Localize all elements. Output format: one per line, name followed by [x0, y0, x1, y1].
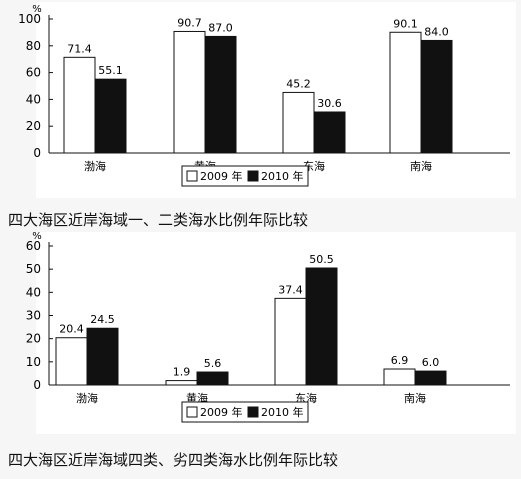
chart-2-data-label: 20.4 [59, 323, 84, 336]
chart-1-data-label: 87.0 [208, 21, 233, 34]
chart-1-y-tick-label: 60 [26, 66, 41, 80]
chart-1-bar-2010 [204, 35, 237, 154]
chart-1-data-label: 45.2 [286, 77, 311, 90]
chart-2-data-label: 50.5 [309, 253, 334, 266]
chart-1-bar-2009 [173, 30, 206, 154]
chart-2-legend-label: 2009 年 [200, 405, 243, 419]
chart-2-bar-2010 [86, 327, 119, 386]
chart-1-bar-2010 [94, 78, 127, 154]
chart-1-bar-2009 [282, 91, 315, 154]
chart-2-y-tick-label: 60 [26, 239, 41, 253]
chart-1-bar-2009 [389, 31, 422, 154]
chart-1-data-label: 30.6 [317, 97, 342, 110]
chart-1-y-tick-label: 40 [26, 92, 41, 106]
chart-2-bar-2009 [383, 368, 416, 386]
chart-1-legend-swatch [247, 170, 259, 182]
chart-2-bar-2010 [196, 371, 229, 386]
chart-2-y-unit: % [32, 231, 42, 242]
chart-2-bar-2009 [55, 337, 88, 386]
chart-2-data-label: 24.5 [90, 313, 115, 326]
chart-1-y-tick-label: 20 [26, 119, 41, 133]
chart-2-bar-2010 [305, 267, 338, 386]
chart-1-bar-2010 [313, 111, 346, 154]
chart-2-y-tick-label: 10 [26, 355, 41, 369]
chart-1-data-label: 90.1 [393, 17, 418, 30]
chart-1-y-tick-label: 80 [26, 39, 41, 53]
chart-2-y-tick-label: 40 [26, 285, 41, 299]
chart-1-data-label: 90.7 [177, 16, 202, 29]
chart-2-x-tick-label: 渤海 [76, 391, 98, 405]
chart-1-y-unit: % [32, 4, 42, 15]
chart-2-data-label: 6.0 [422, 356, 440, 369]
chart-1-data-label: 55.1 [98, 64, 123, 77]
chart-2-x-tick-label: 南海 [404, 391, 426, 405]
chart-2-y-tick-label: 30 [26, 309, 41, 323]
chart-2-data-label: 1.9 [173, 366, 191, 379]
chart-1-legend-label: 2009 年 [200, 169, 243, 183]
chart-1-x-tick-label: 南海 [410, 159, 432, 173]
chart-2-data-label: 6.9 [391, 354, 409, 367]
chart-2: 0102030405060%20.424.5渤海1.95.6黄海37.450.5… [26, 231, 516, 434]
chart-2-legend-swatch [186, 406, 198, 418]
chart-2-data-label: 5.6 [204, 357, 222, 370]
chart-1-caption: 四大海区近岸海域一、二类海水比例年际比较 [8, 211, 309, 229]
chart-2-caption: 四大海区近岸海域四类、劣四类海水比例年际比较 [8, 451, 339, 469]
chart-1-bar-2009 [63, 56, 96, 154]
chart-1: 020406080100%71.455.1渤海90.787.0黄海45.230.… [18, 2, 516, 198]
chart-2-bar-2009 [165, 380, 198, 386]
chart-1-legend-box [181, 165, 309, 187]
chart-2-data-label: 37.4 [278, 283, 303, 296]
chart-1-x-tick-label: 渤海 [84, 159, 106, 173]
chart-1-y-tick-label: 100 [18, 12, 41, 26]
chart-2-bar-2009 [274, 297, 307, 386]
chart-1-data-label: 84.0 [424, 25, 449, 38]
chart-1-bar-2010 [420, 39, 453, 154]
chart-1-y-tick-label: 0 [33, 146, 41, 160]
chart-2-y-tick-label: 20 [26, 332, 41, 346]
chart-2-legend-swatch [247, 406, 259, 418]
chart-2-legend-label: 2010 年 [261, 405, 304, 419]
chart-2-bar-2010 [414, 370, 447, 386]
chart-2-y-tick-label: 0 [33, 378, 41, 392]
chart-2-legend-box [181, 401, 309, 423]
chart-1-legend-swatch [186, 170, 198, 182]
chart-2-y-tick-label: 50 [26, 262, 41, 276]
chart-1-data-label: 71.4 [67, 42, 92, 55]
chart-1-legend-label: 2010 年 [261, 169, 304, 183]
